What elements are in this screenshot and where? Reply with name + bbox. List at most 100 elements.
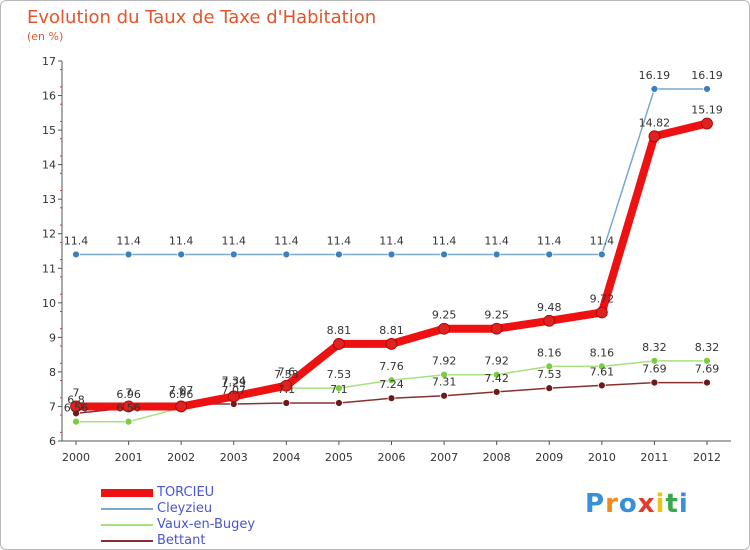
- data-point: [438, 322, 450, 335]
- y-tick-label: 17: [42, 55, 56, 68]
- chart-legend: TORCIEU Cleyzieu Vaux-en-Bugey Bettant: [101, 485, 255, 549]
- data-point: [545, 384, 554, 393]
- data-label: 9.25: [484, 309, 509, 322]
- data-label: 7.92: [432, 355, 457, 368]
- brand-letter: i: [655, 489, 666, 519]
- chart-title: Evolution du Taux de Taxe d'Habitation: [27, 7, 377, 28]
- y-tick-label: 10: [42, 297, 56, 310]
- y-tick-label: 8: [49, 366, 56, 379]
- y-tick-label: 7: [49, 400, 56, 413]
- data-label: 11.4: [379, 234, 404, 247]
- data-point: [387, 250, 396, 259]
- data-point: [703, 356, 711, 365]
- data-label: 8.81: [379, 324, 404, 337]
- x-tick-label: 2004: [272, 451, 300, 464]
- data-label: 11.4: [169, 234, 194, 247]
- data-point: [440, 370, 448, 379]
- data-label: 7.1: [330, 383, 348, 396]
- data-point: [650, 378, 659, 387]
- data-point: [543, 314, 556, 327]
- data-point: [490, 322, 503, 335]
- data-point: [227, 390, 240, 403]
- data-label: 15.19: [691, 104, 723, 117]
- x-tick-label: 2008: [483, 451, 511, 464]
- data-label: 7.53: [327, 368, 352, 381]
- y-tick-label: 11: [42, 262, 56, 275]
- data-point: [70, 400, 82, 413]
- data-label: 8.32: [642, 341, 667, 354]
- x-tick-label: 2011: [640, 451, 668, 464]
- data-point: [597, 381, 606, 390]
- data-point: [72, 417, 80, 426]
- legend-item-bettant: Bettant: [101, 533, 255, 549]
- brand-letter: o: [618, 489, 638, 519]
- data-label: 7.24: [379, 378, 404, 391]
- data-label: 7.53: [274, 368, 299, 381]
- data-label: 7.92: [484, 355, 509, 368]
- y-tick-label: 14: [42, 159, 56, 172]
- legend-swatch: [101, 524, 153, 526]
- data-point: [492, 250, 501, 259]
- data-point: [124, 417, 133, 426]
- legend-item-cleyzieu: Cleyzieu: [101, 501, 255, 517]
- data-point: [122, 400, 135, 413]
- data-label: 8.32: [695, 341, 720, 354]
- data-label: 16.19: [639, 69, 671, 82]
- legend-item-torcieu: TORCIEU: [101, 485, 255, 501]
- data-point: [387, 394, 396, 403]
- data-point: [492, 370, 501, 379]
- data-point: [177, 250, 186, 259]
- data-point: [335, 384, 343, 393]
- data-point: [703, 85, 711, 93]
- data-point: [175, 400, 188, 413]
- data-point: [701, 117, 713, 130]
- series-markers: [70, 85, 713, 426]
- x-tick-label: 2007: [430, 451, 458, 464]
- x-tick-label: 2006: [378, 451, 406, 464]
- data-label: 7.29: [222, 376, 247, 389]
- legend-swatch: [101, 489, 153, 497]
- data-point: [229, 250, 238, 259]
- brand-letter: t: [665, 489, 679, 519]
- y-tick-label: 6: [49, 435, 56, 448]
- data-label: 11.4: [590, 234, 615, 247]
- x-tick-label: 2005: [325, 451, 353, 464]
- data-label: 6.96: [116, 388, 141, 401]
- data-label: 7.42: [484, 372, 509, 385]
- data-label: 9.72: [590, 292, 615, 305]
- legend-label: Cleyzieu: [157, 501, 213, 516]
- data-label: 7.31: [432, 376, 457, 389]
- data-point: [703, 378, 711, 387]
- data-label: 11.4: [327, 234, 352, 247]
- data-label: 8.81: [327, 324, 352, 337]
- data-label: 7.07: [222, 384, 247, 397]
- data-label: 8.16: [537, 346, 562, 359]
- legend-swatch: [101, 540, 153, 542]
- data-label: 9.48: [537, 301, 562, 314]
- brand-letter: i: [678, 489, 689, 519]
- data-label: 7.61: [590, 365, 615, 378]
- data-label: 7.1: [278, 383, 296, 396]
- data-point: [650, 356, 659, 365]
- data-label: 7.69: [695, 363, 720, 376]
- legend-label: Vaux-en-Bugey: [157, 517, 256, 532]
- chart-axes: 6 7 8 9 10 11 12 13 14 15 16 17 2000 2001 2002 2003 2004…: [42, 55, 731, 464]
- data-labels: 7 7 7 7.29 7.6 8.81 8.81 9.25 9.25 9.48 9.72 14.82 1…: [64, 69, 723, 415]
- data-label: 7.34: [222, 375, 247, 388]
- data-point: [333, 338, 345, 350]
- y-tick-label: 9: [49, 331, 56, 344]
- chart-subtitle: (en %): [27, 30, 64, 43]
- data-label: 7: [73, 386, 80, 399]
- data-point: [387, 376, 396, 385]
- data-point: [440, 391, 448, 400]
- data-label: 7.6: [278, 366, 296, 379]
- brand-letter: x: [637, 489, 656, 519]
- data-label: 11.4: [222, 234, 247, 247]
- brand-logo: Proxiti: [585, 489, 689, 519]
- data-point: [440, 250, 448, 259]
- y-tick-label: 13: [42, 193, 56, 206]
- data-label: 7.53: [537, 368, 562, 381]
- data-label: 7.76: [379, 360, 404, 373]
